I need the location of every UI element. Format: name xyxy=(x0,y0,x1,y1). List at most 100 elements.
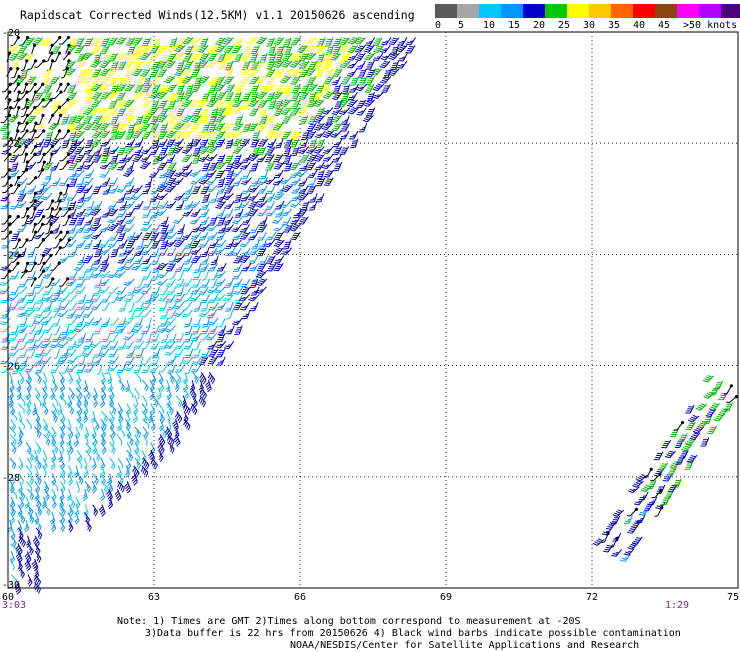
wind-barb xyxy=(283,37,292,48)
wind-barb xyxy=(619,554,631,562)
wind-barb xyxy=(306,185,317,194)
wind-barb xyxy=(9,270,20,280)
wind-barb xyxy=(198,177,211,185)
wind-barb xyxy=(49,278,61,287)
wind-barb xyxy=(675,455,685,465)
wind-barb xyxy=(290,231,301,241)
wind-barb xyxy=(41,192,53,201)
axis-tick-labels: 60 63 66 69 72 75-20-22-24-26-28-30 xyxy=(2,28,739,603)
wind-barb xyxy=(66,309,77,319)
wind-barb xyxy=(84,270,94,280)
wind-barb xyxy=(77,333,87,343)
wind-barb xyxy=(181,309,193,318)
wind-barb xyxy=(108,356,120,365)
wind-barb xyxy=(19,317,28,328)
wind-barb xyxy=(249,52,259,63)
wind-barb xyxy=(99,224,111,233)
wind-barb xyxy=(273,169,284,179)
wind-barb xyxy=(141,130,152,140)
wind-barb xyxy=(140,154,151,163)
wind-barb xyxy=(51,442,59,454)
wind-barb xyxy=(60,67,70,79)
wind-barb xyxy=(61,325,70,336)
wind-barb xyxy=(117,193,127,203)
longitude-label: 66 xyxy=(294,592,306,603)
wind-barb xyxy=(151,348,161,359)
wind-barb xyxy=(107,239,119,248)
wind-barb xyxy=(74,286,86,295)
wind-barb xyxy=(23,152,28,164)
wind-barb xyxy=(299,99,310,109)
wind-barb xyxy=(661,439,672,449)
wind-barb xyxy=(59,395,67,406)
wind-barb xyxy=(32,403,38,416)
wind-barb xyxy=(67,294,78,302)
wind-barb xyxy=(83,317,94,326)
wind-barb xyxy=(28,317,37,328)
wind-barb xyxy=(4,90,12,100)
wind-barb xyxy=(18,457,24,471)
wind-barb xyxy=(100,91,111,100)
wind-barb xyxy=(190,115,202,123)
wind-barb xyxy=(340,122,351,132)
wind-barb xyxy=(189,200,201,209)
wind-barb xyxy=(405,37,417,46)
wind-barb xyxy=(241,60,251,70)
wind-barb xyxy=(92,395,98,408)
latitude-label: -22 xyxy=(2,139,20,150)
wind-barb xyxy=(166,154,176,163)
wind-barb xyxy=(173,130,185,139)
wind-barb xyxy=(99,169,110,178)
wind-barb xyxy=(99,68,111,77)
wind-barb xyxy=(50,261,61,271)
wind-barb xyxy=(9,558,15,571)
wind-barb xyxy=(200,208,210,218)
wind-barb xyxy=(17,45,28,54)
wind-barb xyxy=(68,161,78,171)
wind-barb xyxy=(91,130,103,139)
wind-barb xyxy=(291,84,301,94)
wind-barb xyxy=(192,371,199,384)
wind-barb xyxy=(181,68,193,77)
wind-barb xyxy=(184,185,194,195)
wind-barb xyxy=(133,60,144,69)
wind-barb xyxy=(117,60,127,70)
wind-barb xyxy=(18,535,26,548)
wind-barb xyxy=(141,115,153,124)
wind-barb xyxy=(323,169,335,178)
wind-barb xyxy=(50,520,57,533)
wind-barb xyxy=(248,99,260,108)
wind-barb xyxy=(214,83,226,92)
wind-barb xyxy=(62,214,71,227)
wind-barb xyxy=(215,107,227,116)
wind-barb xyxy=(276,185,285,196)
wind-barb xyxy=(102,146,111,157)
wind-barb xyxy=(100,457,106,471)
wind-barb xyxy=(673,478,682,488)
wind-barb xyxy=(44,481,50,494)
wind-barb xyxy=(223,45,235,54)
wind-barb xyxy=(82,68,94,76)
wind-barb xyxy=(141,403,148,416)
wind-barb xyxy=(25,395,32,408)
wind-barb xyxy=(174,426,180,439)
wind-barb xyxy=(239,224,250,233)
wind-barb xyxy=(131,130,143,139)
wind-barb xyxy=(1,214,12,225)
wind-barb xyxy=(305,130,317,139)
wind-barb xyxy=(23,309,35,318)
wind-barb xyxy=(308,138,318,149)
wind-barb xyxy=(268,52,277,63)
wind-barb xyxy=(216,348,226,358)
wind-barb xyxy=(225,84,236,93)
wind-barb xyxy=(75,278,86,288)
wind-barb xyxy=(658,462,669,471)
wind-barb xyxy=(45,130,54,141)
wind-barb xyxy=(313,91,325,100)
wind-barb xyxy=(123,333,135,341)
wind-barb xyxy=(232,216,243,225)
wind-barb xyxy=(316,177,326,187)
wind-barb xyxy=(35,395,42,406)
wind-barb xyxy=(306,36,318,45)
wind-barb xyxy=(661,495,671,505)
